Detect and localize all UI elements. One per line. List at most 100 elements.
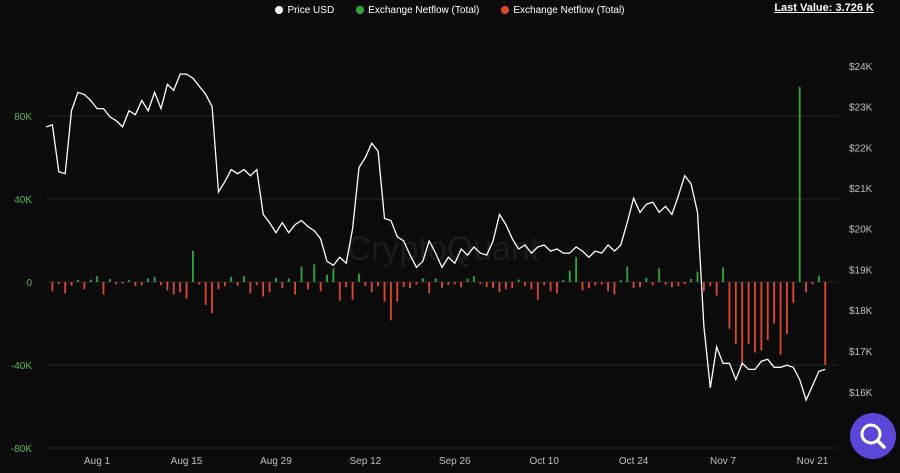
netflow-bar-negative [709,282,712,287]
netflow-bar-negative [338,282,341,301]
netflow-bar-negative [166,282,169,291]
netflow-bar-negative [549,282,552,292]
netflow-bar-negative [396,282,399,302]
netflow-bar-negative [543,282,546,286]
netflow-bar-negative [364,282,367,287]
right-axis-tick-label: $20K [849,225,873,236]
netflow-bar-negative [754,282,756,353]
netflow-bar-negative [428,282,431,294]
netflow-bar-negative [492,282,494,289]
left-axis: 80K 40K 0 -40K -80K [11,112,33,455]
netflow-bar-negative [134,282,137,287]
netflow-bar-negative [600,282,603,285]
netflow-bar-negative [415,282,418,285]
netflow-bar-negative [453,282,456,285]
netflow-bar-positive [645,277,648,282]
netflow-bar-negative [766,282,769,341]
netflow-bar-positive [108,278,111,282]
netflow-bar-positive [421,278,424,282]
netflow-bar-positive [473,276,475,282]
netflow-bar-negative [741,282,744,365]
netflow-bar-negative [57,282,60,285]
netflow-bar-positive [568,270,571,282]
left-axis-tick-label: 0 [26,278,32,289]
netflow-bar-positive [147,278,150,282]
legend-item-price[interactable]: Price USD [275,2,334,18]
right-axis-tick-label: $22K [849,143,873,154]
netflow-bar-negative [351,282,354,300]
netflow-bar-negative [402,282,405,288]
netflow-bar-negative [390,282,392,321]
last-value-readout[interactable]: Last Value: 3.726 K [774,2,874,14]
legend-label-netflow-positive: Exchange Netflow (Total) [368,4,480,16]
netflow-bar-negative [217,282,220,290]
netflow-bar-positive [96,276,98,282]
netflow-bar-positive [358,273,360,282]
netflow-bar-negative [160,282,162,286]
netflow-bar-positive [696,271,699,282]
netflow-bar-negative [172,282,175,295]
x-axis-tick-label: Nov 21 [797,456,829,467]
netflow-bar-positive [275,277,277,282]
netflow-bar-positive [466,278,469,282]
right-axis-tick-label: $17K [849,347,873,358]
netflow-bar-negative [677,282,680,287]
netflow-bar-negative [255,282,258,286]
netflow-bar-negative [728,282,731,329]
netflow-bar-negative [70,282,73,286]
netflow-bar-negative [262,282,265,297]
netflow-bar-negative [639,282,641,288]
netflow-bar-negative [236,282,239,286]
netflow-bar-negative [460,282,463,288]
netflow-bar-negative [671,282,673,288]
netflow-bar-negative [51,282,54,292]
legend-item-netflow-negative[interactable]: Exchange Netflow (Total) [501,2,625,18]
netflow-bar-positive [89,279,92,282]
netflow-bar-negative [140,282,143,286]
legend-dot-netflow-positive [356,6,365,14]
netflow-bar-negative [121,282,124,284]
netflow-bar-negative [747,282,750,345]
chart-legend: Price USD Exchange Netflow (Total) Excha… [0,2,900,18]
netflow-bar-positive [128,280,130,282]
search-button[interactable] [850,413,896,459]
netflow-bar-positive [243,276,245,282]
netflow-bar-negative [377,282,380,287]
left-axis-tick-label: 80K [14,112,32,123]
netflow-bar-positive [690,278,692,282]
legend-item-netflow-positive[interactable]: Exchange Netflow (Total) [356,2,479,18]
netflow-bar-positive [300,266,303,282]
legend-label-price: Price USD [287,4,335,16]
netflow-bar-negative [811,282,814,285]
netflow-bar-negative [211,282,213,314]
netflow-bar-negative [524,282,526,287]
netflow-bar-positive [332,268,335,282]
netflow-bar-negative [447,282,450,286]
x-axis-tick-label: Aug 1 [84,456,111,467]
netflow-bar-negative [536,282,539,300]
netflow-bar-negative [319,282,322,292]
netflow-bar-positive [798,86,801,282]
netflow-bar-negative [179,282,182,293]
netflow-bar-negative [588,282,590,289]
netflow-bar-negative [294,282,296,295]
netflow-bar-negative [441,282,443,289]
netflow-bar-negative [773,282,776,324]
netflow-bar-negative [64,282,67,294]
right-axis-tick-label: $23K [849,103,873,114]
netflow-bar-negative [511,282,514,289]
right-axis: $24K $23K $22K $21K $20K $19K $18K $17K $16K [849,62,873,399]
netflow-bar-positive [722,267,724,282]
netflow-bar-negative [581,282,584,291]
netflow-bar-positive [626,266,629,282]
legend-dot-price [275,6,284,14]
netflow-bar-negative [204,282,207,305]
netflow-bar-negative [683,282,686,285]
right-axis-tick-label: $24K [849,62,873,73]
legend-label-netflow-negative: Exchange Netflow (Total) [513,4,625,16]
right-axis-tick-label: $19K [849,265,873,276]
watermark: CryptoQuant [347,230,540,268]
netflow-bar-negative [594,282,597,286]
x-axis-tick-label: Aug 29 [260,456,292,467]
